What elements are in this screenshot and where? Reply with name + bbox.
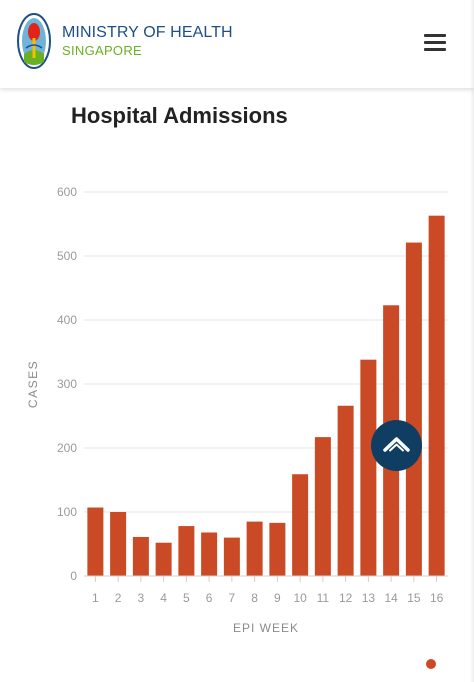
x-tick-label: 12 — [339, 591, 353, 605]
bar-week-3[interactable] — [132, 536, 149, 576]
chart-title: Hospital Admissions — [71, 103, 288, 128]
bar-week-11[interactable] — [314, 437, 331, 576]
bar-week-15[interactable] — [405, 242, 422, 576]
x-tick-label: 7 — [229, 591, 236, 605]
x-tick-label: 9 — [274, 591, 281, 605]
moh-crest-icon[interactable] — [16, 12, 52, 70]
y-tick-label: 500 — [57, 249, 77, 263]
edge-shadow — [470, 0, 474, 682]
x-tick-label: 3 — [138, 591, 145, 605]
y-tick-label: 400 — [57, 313, 77, 327]
page-dot-icon[interactable] — [426, 659, 436, 669]
chevron-up-icon — [383, 437, 410, 452]
hamburger-menu-icon[interactable] — [424, 30, 450, 52]
x-axis-ticks: 1 2 3 4 5 6 7 8 9 10 11 12 13 14 15 16 — [92, 576, 444, 605]
bar-week-12[interactable] — [337, 405, 354, 576]
x-tick-label: 16 — [430, 591, 444, 605]
menu-line — [424, 34, 446, 37]
y-axis-ticks: 0 100 200 300 400 500 600 — [57, 185, 77, 583]
bar-week-4[interactable] — [155, 542, 172, 576]
menu-line — [424, 41, 446, 44]
x-tick-label: 13 — [362, 591, 376, 605]
brand-name: MINISTRY OF HEALTH — [62, 24, 233, 41]
bar-week-8[interactable] — [246, 521, 263, 576]
y-tick-label: 200 — [57, 441, 77, 455]
x-tick-label: 14 — [384, 591, 398, 605]
y-tick-label: 600 — [57, 185, 77, 199]
site-header: MINISTRY OF HEALTH SINGAPORE — [0, 0, 474, 88]
x-tick-label: 10 — [293, 591, 307, 605]
bar-week-5[interactable] — [178, 526, 195, 576]
menu-line — [424, 48, 446, 51]
x-tick-label: 1 — [92, 591, 99, 605]
x-tick-label: 11 — [317, 591, 330, 605]
x-axis-label: EPI WEEK — [233, 621, 299, 635]
x-tick-label: 2 — [115, 591, 122, 605]
bar-week-1[interactable] — [87, 507, 104, 576]
bar-week-16[interactable] — [428, 215, 445, 576]
brand-subtitle: SINGAPORE — [62, 43, 142, 58]
bar-week-6[interactable] — [201, 532, 218, 576]
scroll-to-top-button[interactable] — [371, 420, 422, 471]
y-tick-label: 100 — [57, 505, 77, 519]
bar-week-7[interactable] — [223, 537, 240, 576]
y-tick-label: 300 — [57, 377, 77, 391]
y-tick-label: 0 — [70, 569, 77, 583]
x-tick-label: 8 — [251, 591, 258, 605]
x-tick-label: 15 — [407, 591, 421, 605]
bar-week-9[interactable] — [269, 522, 286, 576]
bar-week-10[interactable] — [292, 474, 309, 576]
x-tick-label: 4 — [160, 591, 167, 605]
y-axis-label: CASES — [26, 360, 40, 408]
bar-week-13[interactable] — [360, 359, 377, 576]
bar-week-2[interactable] — [110, 512, 127, 576]
x-tick-label: 6 — [206, 591, 213, 605]
chart-bars — [87, 215, 445, 576]
x-tick-label: 5 — [183, 591, 190, 605]
